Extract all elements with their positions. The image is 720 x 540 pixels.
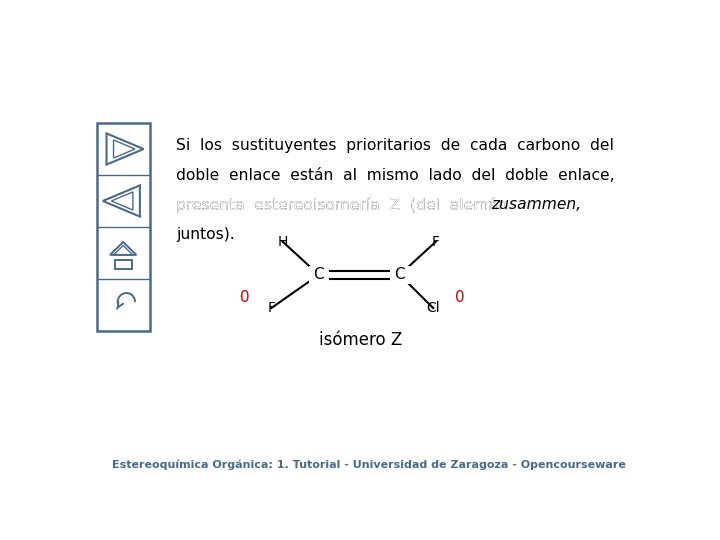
Text: isómero Z: isómero Z	[319, 331, 402, 349]
Text: doble  enlace  están  al  mismo  lado  del  doble  enlace,: doble enlace están al mismo lado del dob…	[176, 167, 615, 183]
Text: Cl: Cl	[426, 301, 440, 315]
Text: F: F	[267, 301, 275, 315]
Text: presenta  estereoisomería  Z  (del  alemán: presenta estereoisomería Z (del alemán	[176, 198, 518, 213]
Text: C: C	[313, 267, 324, 282]
Bar	[114, 260, 132, 269]
Text: zusammen,: zusammen,	[491, 198, 582, 212]
Text: F: F	[432, 234, 440, 248]
Bar	[96, 123, 150, 331]
Text: H: H	[277, 234, 288, 248]
FancyBboxPatch shape	[390, 266, 410, 284]
Text: presenta  estereoisomería  Z  (del  alemán: presenta estereoisomería Z (del alemán	[176, 198, 518, 213]
FancyBboxPatch shape	[309, 266, 329, 284]
Text: 0: 0	[240, 290, 249, 305]
Text: 0: 0	[455, 290, 465, 305]
Text: Estereoquímica Orgánica: 1. Tutorial - Universidad de Zaragoza - Opencourseware: Estereoquímica Orgánica: 1. Tutorial - U…	[112, 460, 626, 470]
Text: juntos).: juntos).	[176, 227, 235, 242]
Text: C: C	[395, 267, 405, 282]
Text: Si  los  sustituyentes  prioritarios  de  cada  carbono  del: Si los sustituyentes prioritarios de cad…	[176, 138, 614, 153]
